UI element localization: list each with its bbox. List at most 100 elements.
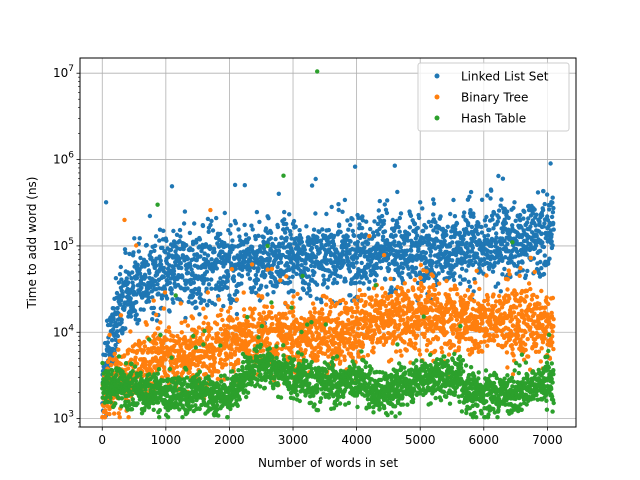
data-point [228, 305, 233, 310]
data-point [208, 246, 213, 251]
data-point [280, 329, 285, 334]
data-point [442, 238, 447, 244]
data-point [188, 263, 193, 269]
data-point [186, 299, 191, 305]
data-point [475, 321, 480, 327]
data-point [433, 220, 438, 225]
data-point [421, 228, 426, 234]
data-point [178, 246, 183, 252]
data-point [496, 215, 501, 220]
data-point [409, 340, 414, 346]
data-point [271, 290, 276, 295]
data-point [544, 295, 549, 300]
data-point [544, 192, 550, 197]
data-point [118, 302, 123, 307]
data-point [454, 317, 460, 322]
data-point [541, 189, 546, 194]
data-point [284, 316, 289, 321]
data-point [443, 229, 448, 234]
data-point [308, 293, 313, 299]
data-point [364, 276, 369, 281]
data-point [503, 220, 508, 226]
data-point [210, 336, 215, 341]
data-point [439, 345, 444, 351]
data-point [485, 295, 490, 300]
data-point [550, 340, 555, 345]
data-point [477, 262, 482, 267]
data-point [186, 270, 191, 276]
data-point [414, 273, 419, 278]
data-point [454, 221, 460, 226]
data-point [489, 243, 494, 249]
data-point [288, 326, 294, 331]
data-point [171, 228, 176, 234]
data-point [428, 249, 434, 254]
data-point [234, 316, 240, 321]
data-point [115, 333, 121, 339]
data-point [511, 205, 516, 211]
data-point [381, 218, 387, 223]
data-point [470, 238, 475, 244]
data-point [499, 242, 505, 247]
data-point [523, 330, 528, 335]
data-point [467, 254, 472, 259]
data-point [170, 297, 175, 302]
data-point [550, 329, 555, 334]
data-point [113, 401, 118, 406]
data-point [393, 233, 398, 238]
data-point [550, 243, 555, 248]
data-point [402, 281, 407, 286]
data-point [491, 292, 496, 297]
data-point [388, 276, 393, 281]
data-point-outlier [122, 217, 127, 223]
data-point [169, 184, 175, 189]
data-point [204, 269, 210, 274]
data-point [194, 305, 199, 310]
data-point [466, 223, 471, 228]
data-point [469, 258, 474, 264]
data-point [432, 287, 437, 292]
data-point [550, 295, 556, 301]
data-point [426, 233, 431, 238]
data-point [540, 240, 545, 245]
data-point [385, 256, 391, 261]
data-point [264, 284, 269, 289]
data-point [284, 226, 290, 231]
data-point [410, 301, 415, 306]
data-point [480, 320, 485, 325]
data-point [413, 230, 418, 235]
data-point [447, 244, 453, 249]
data-point [182, 319, 188, 324]
data-point [362, 245, 367, 250]
data-point [494, 231, 499, 236]
data-point [372, 331, 377, 337]
data-point [273, 236, 278, 242]
data-point [356, 326, 361, 331]
data-point [158, 258, 163, 263]
data-point [185, 323, 191, 328]
data-point [149, 350, 155, 355]
data-point [320, 227, 325, 232]
data-point [506, 268, 511, 273]
data-point [107, 411, 112, 417]
data-point [450, 258, 455, 263]
data-point [209, 218, 214, 224]
data-point [280, 241, 286, 246]
data-point [464, 240, 469, 246]
data-point [266, 262, 271, 267]
data-point [284, 235, 289, 240]
data-point [302, 247, 307, 252]
data-point [549, 239, 554, 244]
data-point [181, 221, 187, 226]
data-point [516, 319, 522, 324]
data-point [395, 189, 400, 195]
data-point [291, 289, 296, 294]
data-point [178, 261, 183, 266]
data-point [243, 232, 249, 237]
data-point [247, 276, 253, 281]
data-point [319, 307, 325, 312]
data-point [478, 268, 483, 274]
data-point [431, 201, 437, 206]
data-point [405, 238, 410, 243]
data-point [115, 305, 120, 311]
